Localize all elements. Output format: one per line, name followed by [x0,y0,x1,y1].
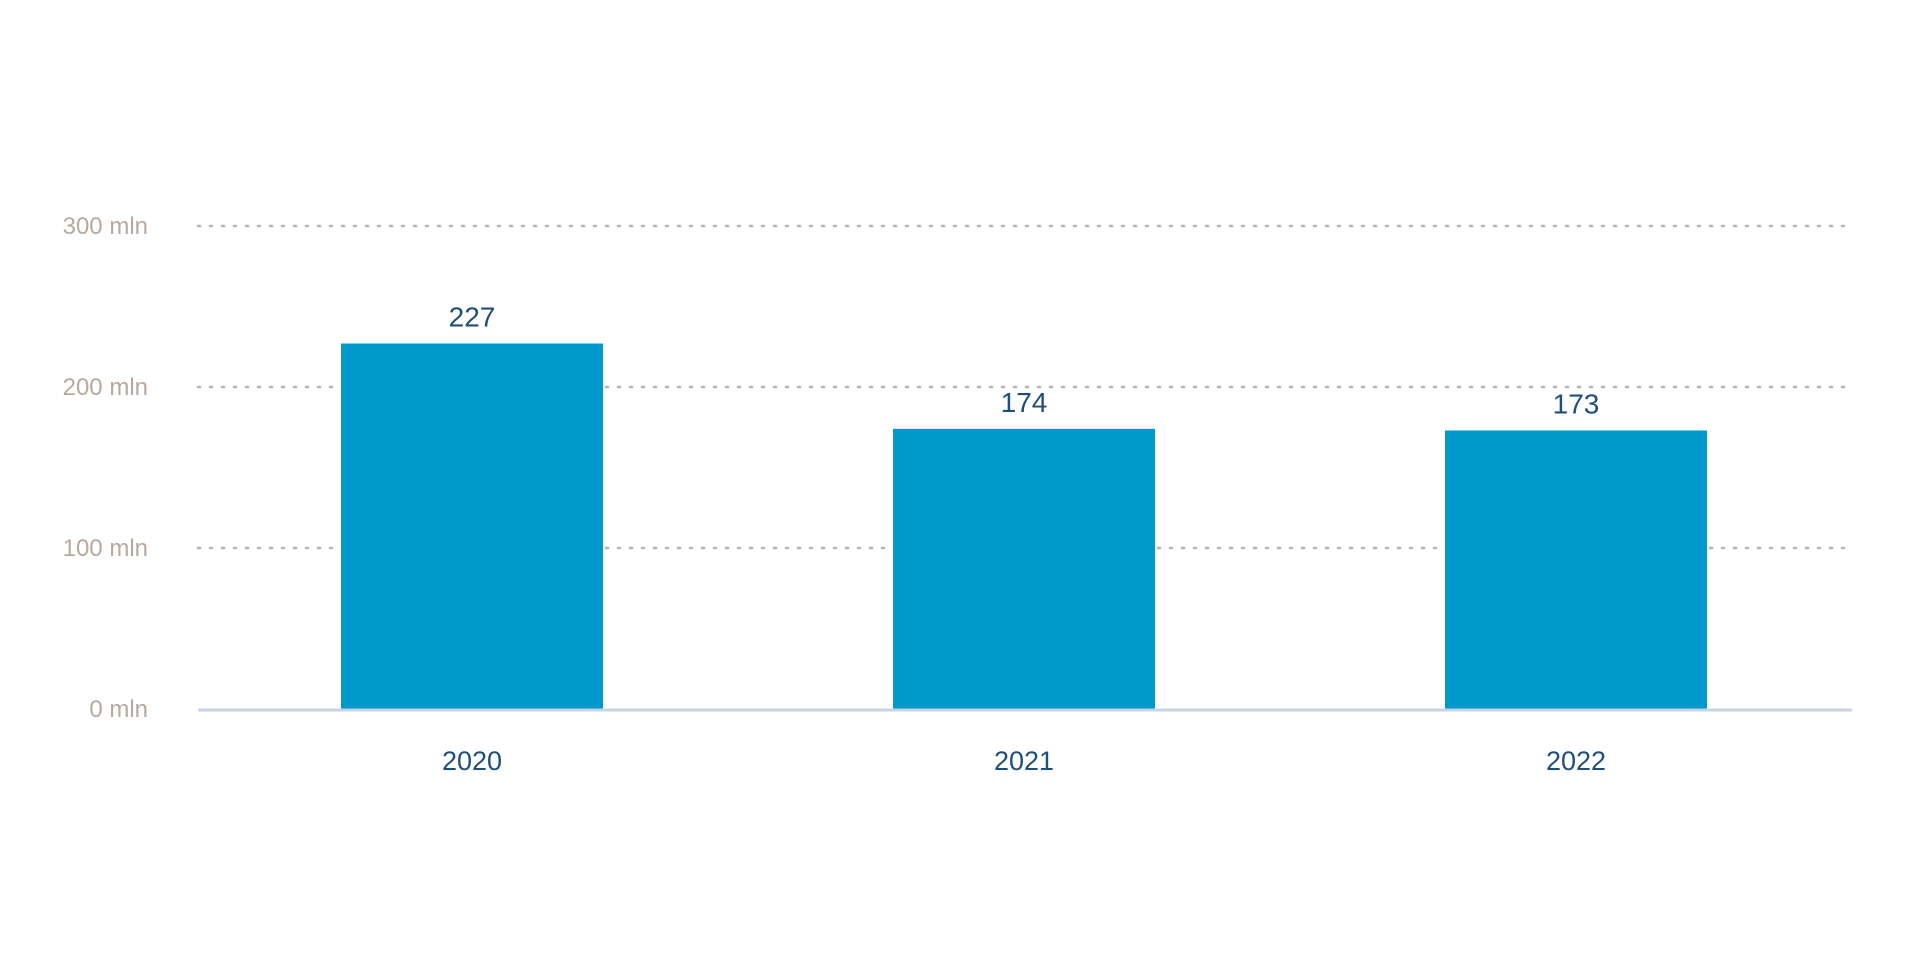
bar-2020 [341,343,603,709]
bars [341,343,1707,709]
y-tick-label: 200 mln [63,374,148,401]
y-axis-tick-labels: 0 mln 100 mln 200 mln 300 mln [63,213,148,723]
y-tick-label: 100 mln [63,535,148,562]
x-tick-label: 2022 [1546,746,1606,776]
data-labels: 227 174 173 [449,302,1600,420]
bar-2021 [893,428,1155,709]
data-label: 227 [449,302,496,333]
x-tick-label: 2020 [442,746,502,776]
x-tick-label: 2021 [994,746,1054,776]
bar-2022 [1445,430,1707,709]
data-label: 173 [1553,388,1600,419]
data-label: 174 [1001,387,1048,418]
y-tick-label: 300 mln [63,213,148,240]
y-tick-label: 0 mln [89,696,148,723]
x-axis-tick-labels: 2020 2021 2022 [442,746,1606,776]
